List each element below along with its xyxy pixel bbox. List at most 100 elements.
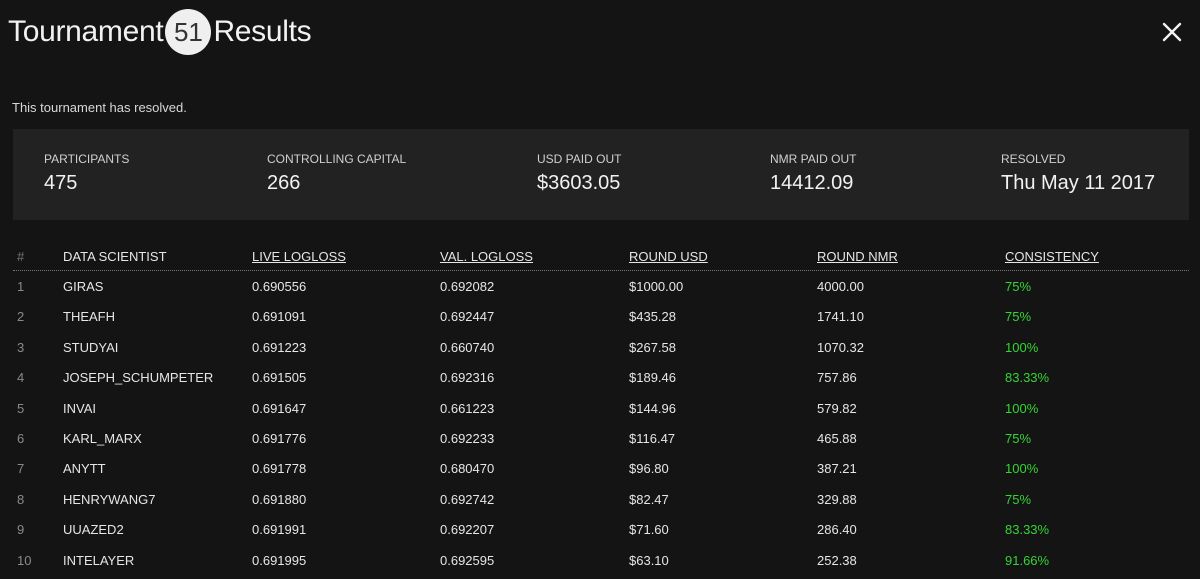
- cell-val-logloss: 0.692207: [440, 522, 495, 538]
- cell-rank: 8: [17, 491, 25, 507]
- page-title: Tournament 51 Results: [8, 8, 312, 56]
- cell-consistency: 100%: [1005, 339, 1039, 355]
- title-prefix: Tournament: [8, 15, 164, 48]
- cell-live-logloss: 0.691776: [252, 430, 307, 446]
- cell-val-logloss: 0.680470: [440, 461, 495, 477]
- stat-label: PARTICIPANTS: [44, 152, 130, 166]
- column-header-val-logloss[interactable]: VAL. LOGLOSS: [440, 249, 533, 264]
- stat-label: CONTROLLING CAPITAL: [267, 152, 407, 166]
- cell-round-nmr: 252.38: [817, 552, 857, 568]
- tournament-number-badge: 51: [165, 9, 212, 55]
- cell-round-usd: $144.96: [629, 400, 676, 416]
- cell-live-logloss: 0.691995: [252, 552, 307, 568]
- cell-val-logloss: 0.692595: [440, 552, 495, 568]
- cell-val-logloss: 0.692082: [440, 279, 495, 294]
- title-suffix: Results: [213, 15, 312, 48]
- cell-round-nmr: 4000.00: [817, 279, 864, 294]
- cell-val-logloss: 0.692447: [440, 309, 495, 325]
- cell-round-usd: $435.28: [629, 309, 676, 325]
- cell-consistency: 75%: [1005, 430, 1032, 446]
- column-header-round-usd[interactable]: ROUND USD: [629, 249, 708, 264]
- cell-consistency: 75%: [1005, 309, 1032, 325]
- cell-round-nmr: 329.88: [817, 491, 857, 507]
- cell-round-usd: $71.60: [629, 522, 669, 538]
- stat-resolved: RESOLVED Thu May 11 2017: [1001, 152, 1155, 195]
- cell-round-usd: $96.80: [629, 461, 669, 477]
- column-header-round-nmr[interactable]: ROUND NMR: [817, 249, 898, 264]
- cell-data-scientist: THEAFH: [63, 309, 115, 325]
- cell-live-logloss: 0.691778: [252, 461, 307, 477]
- stat-label: NMR PAID OUT: [770, 152, 857, 166]
- cell-round-usd: $63.10: [629, 552, 669, 568]
- cell-rank: 9: [17, 522, 25, 538]
- cell-consistency: 83.33%: [1005, 522, 1050, 538]
- stats-panel: PARTICIPANTS 475 CONTROLLING CAPITAL 266…: [13, 129, 1189, 220]
- cell-val-logloss: 0.692316: [440, 370, 495, 386]
- stat-value: 475: [44, 172, 78, 194]
- results-table: # DATA SCIENTIST LIVE LOGLOSS VAL. LOGLO…: [13, 240, 1189, 575]
- stat-nmr-paid-out: NMR PAID OUT 14412.09: [770, 152, 856, 195]
- cell-rank: 6: [17, 430, 25, 446]
- cell-data-scientist: ANYTT: [63, 461, 106, 477]
- column-header-data-scientist: DATA SCIENTIST: [63, 249, 167, 264]
- table-row: 9 UUAZED2 0.691991 0.692207 $71.60 286.40 83.3…: [13, 514, 1189, 544]
- table-row: 1 GIRAS 0.690556 0.692082 $1000.00 4000.00 75%: [13, 271, 1189, 301]
- cell-val-logloss: 0.692742: [440, 491, 495, 507]
- cell-data-scientist: JOSEPH_SCHUMPETER: [63, 370, 214, 386]
- cell-round-nmr: 1741.10: [817, 309, 864, 325]
- cell-consistency: 100%: [1005, 400, 1039, 416]
- cell-rank: 1: [17, 279, 25, 294]
- table-row: 5 INVAI 0.691647 0.661223 $144.96 579.82 100%: [13, 393, 1189, 423]
- cell-rank: 5: [17, 400, 25, 416]
- cell-round-nmr: 1070.32: [817, 339, 864, 355]
- cell-data-scientist: HENRYWANG7: [63, 491, 156, 507]
- table-row: 6 KARL_MARX 0.691776 0.692233 $116.47 465.88 7…: [13, 423, 1189, 453]
- cell-val-logloss: 0.660740: [440, 339, 495, 355]
- table-row: 3 STUDYAI 0.691223 0.660740 $267.58 1070.32 10…: [13, 332, 1189, 362]
- cell-round-nmr: 387.21: [817, 461, 857, 477]
- cell-round-usd: $1000.00: [629, 279, 684, 294]
- table-row: 7 ANYTT 0.691778 0.680470 $96.80 387.21 100%: [13, 453, 1189, 483]
- cell-round-nmr: 757.86: [817, 370, 857, 386]
- stat-value: 266: [267, 172, 301, 194]
- cell-live-logloss: 0.691991: [252, 522, 307, 538]
- cell-round-nmr: 286.40: [817, 522, 857, 538]
- cell-rank: 7: [17, 461, 25, 477]
- cell-live-logloss: 0.691647: [252, 400, 307, 416]
- table-row: 8 HENRYWANG7 0.691880 0.692742 $82.47 329.88 7…: [13, 484, 1189, 514]
- cell-live-logloss: 0.691223: [252, 339, 307, 355]
- close-button[interactable]: [1160, 20, 1184, 44]
- stat-value: 14412.09: [770, 172, 854, 194]
- cell-rank: 10: [17, 552, 32, 568]
- cell-round-usd: $82.47: [629, 491, 669, 507]
- cell-round-usd: $267.58: [629, 339, 676, 355]
- stat-value: $3603.05: [537, 172, 621, 194]
- cell-consistency: 75%: [1005, 491, 1032, 507]
- cell-consistency: 100%: [1005, 461, 1039, 477]
- stat-usd-paid-out: USD PAID OUT $3603.05: [537, 152, 621, 195]
- cell-consistency: 75%: [1005, 279, 1032, 294]
- column-header-consistency[interactable]: CONSISTENCY: [1005, 249, 1099, 264]
- cell-round-nmr: 579.82: [817, 400, 857, 416]
- stat-label: RESOLVED: [1001, 152, 1066, 166]
- stat-label: USD PAID OUT: [537, 152, 622, 166]
- table-row: 10 INTELAYER 0.691995 0.692595 $63.10 252.38 9…: [13, 545, 1189, 575]
- cell-val-logloss: 0.661223: [440, 400, 495, 416]
- column-header-live-logloss[interactable]: LIVE LOGLOSS: [252, 249, 346, 264]
- status-message: This tournament has resolved.: [12, 100, 187, 115]
- cell-val-logloss: 0.692233: [440, 430, 495, 446]
- cell-round-usd: $116.47: [629, 430, 676, 446]
- cell-live-logloss: 0.691505: [252, 370, 307, 386]
- table-header: # DATA SCIENTIST LIVE LOGLOSS VAL. LOGLO…: [13, 240, 1189, 271]
- cell-rank: 3: [17, 339, 25, 355]
- cell-rank: 4: [17, 370, 25, 386]
- cell-data-scientist: GIRAS: [63, 279, 104, 294]
- cell-consistency: 83.33%: [1005, 370, 1050, 386]
- cell-live-logloss: 0.691880: [252, 491, 307, 507]
- cell-data-scientist: STUDYAI: [63, 339, 119, 355]
- cell-live-logloss: 0.691091: [252, 309, 307, 325]
- cell-round-nmr: 465.88: [817, 430, 857, 446]
- cell-data-scientist: KARL_MARX: [63, 430, 142, 446]
- cell-data-scientist: INTELAYER: [63, 552, 135, 568]
- stat-value: Thu May 11 2017: [1001, 172, 1156, 194]
